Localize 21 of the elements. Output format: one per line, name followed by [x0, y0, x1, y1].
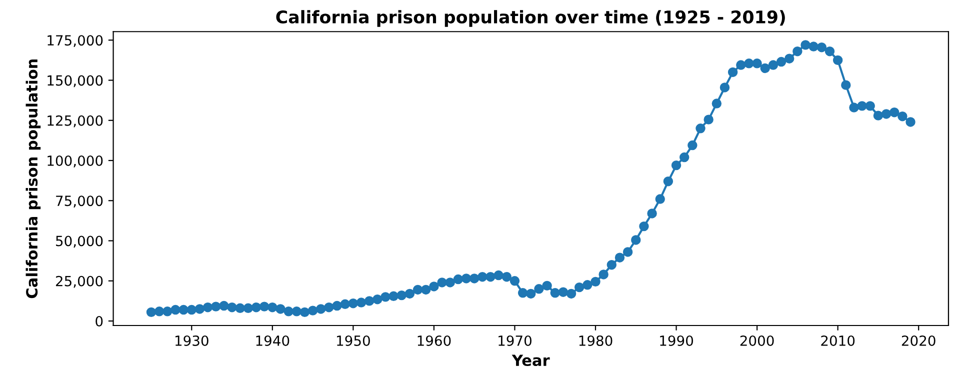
x-tick-label: 1970 — [498, 335, 532, 346]
x-tick-label: 1930 — [175, 335, 208, 346]
x-tick-label: 1980 — [579, 335, 612, 346]
x-tick-label: 2020 — [902, 335, 936, 346]
x-tick-label: 1940 — [256, 335, 290, 346]
chart-title: California prison population over time (1925 - 2019) — [276, 10, 785, 27]
y-tick-label: 100,000 — [48, 155, 103, 168]
y-tick-label: 0 — [96, 316, 103, 326]
y-tick-label: 150,000 — [48, 75, 103, 88]
y-tick-label: 125,000 — [48, 115, 103, 128]
y-tick-label: 175,000 — [48, 35, 103, 48]
x-tick-label: 1960 — [418, 335, 451, 346]
x-tick-label: 1950 — [337, 335, 370, 346]
x-tick-label: 2000 — [740, 335, 774, 346]
x-axis-title: Year — [512, 354, 550, 366]
x-tick-label: 2010 — [821, 335, 855, 346]
y-axis-title: California prison population — [26, 59, 41, 298]
y-tick-label: 25,000 — [56, 276, 103, 288]
y-tick-label: 75,000 — [56, 196, 103, 208]
y-tick-label: 50,000 — [56, 236, 103, 248]
x-tick-label: 1990 — [660, 335, 694, 346]
